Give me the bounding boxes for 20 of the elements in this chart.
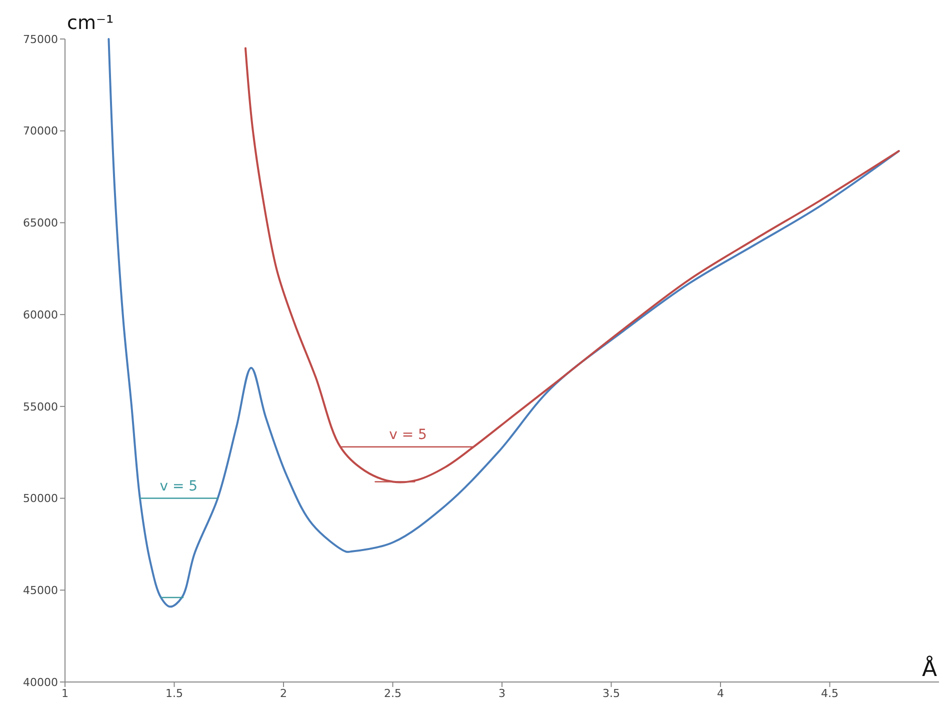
y-tick-label: 55000 — [23, 400, 58, 414]
x-axis-title: Å — [922, 655, 937, 682]
y-tick-label: 45000 — [23, 584, 58, 597]
y-tick-label: 60000 — [23, 308, 58, 322]
y-tick-label: 70000 — [23, 124, 58, 138]
x-tick-label: 1 — [62, 687, 68, 700]
x-tick-label: 3 — [498, 687, 506, 700]
x-tick-label: 3.5 — [602, 687, 620, 700]
y-tick-label: 75000 — [23, 32, 58, 46]
annotation: v = 5 — [389, 426, 427, 443]
y-tick-label: 40000 — [23, 676, 58, 689]
x-tick-label: 1.5 — [166, 687, 183, 700]
annotation: v = 5 — [160, 478, 198, 494]
y-tick-label: 50000 — [23, 492, 58, 506]
x-tick-label: 4.5 — [821, 687, 838, 700]
x-tick-label: 4 — [717, 687, 724, 700]
x-tick-label: 2 — [280, 687, 287, 700]
y-axis-title: cm⁻¹ — [67, 12, 114, 34]
x-tick-label: 2.5 — [384, 687, 402, 700]
y-tick-label: 65000 — [23, 216, 58, 230]
